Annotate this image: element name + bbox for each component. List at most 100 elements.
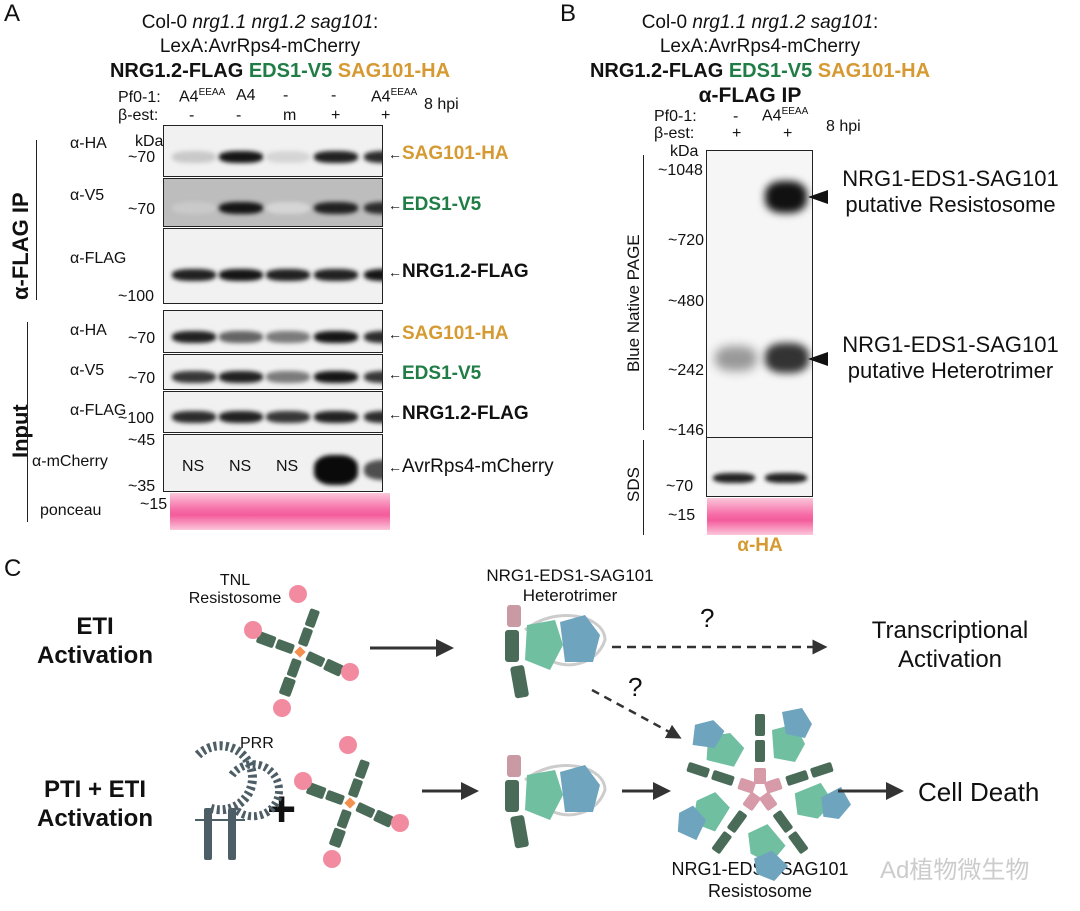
band bbox=[172, 330, 216, 343]
row-eti-label: ETI Activation bbox=[36, 613, 153, 669]
kda-label: kDa bbox=[135, 133, 164, 150]
est-label: β-est: bbox=[118, 107, 159, 124]
sds-band-lane1 bbox=[713, 473, 755, 483]
b-est-lane1: + bbox=[732, 125, 742, 142]
b-bn-line bbox=[643, 155, 644, 430]
band bbox=[364, 151, 382, 164]
b-sds-marker: ~70 bbox=[666, 478, 694, 495]
antibody-label: α-mCherry bbox=[32, 453, 108, 470]
antibody-label: α-FLAG bbox=[70, 250, 127, 267]
blue-native-blot bbox=[706, 150, 813, 438]
tnl-resistosome-label: TNL Resistosome bbox=[188, 572, 282, 607]
b-bn-label: Blue Native PAGE bbox=[624, 234, 643, 372]
band bbox=[314, 268, 358, 281]
bn-marker: ~1048 bbox=[658, 162, 703, 179]
b-kda-label: kDa bbox=[670, 143, 699, 160]
b-ponceau-strip bbox=[707, 498, 813, 535]
band bbox=[219, 370, 263, 383]
arrow-icon: ← bbox=[388, 325, 402, 342]
sds-band-lane2 bbox=[765, 473, 807, 483]
panel-b-letter: B bbox=[560, 0, 577, 27]
bn-marker: ~720 bbox=[668, 232, 705, 249]
annotation-heterotrimer: NRG1-EDS1-SAG101 putative Heterotrimer bbox=[842, 332, 1059, 383]
bn-marker: ~480 bbox=[668, 293, 705, 310]
target-label: ←EDS1-V5 bbox=[388, 363, 481, 385]
antibody-label: α-FLAG bbox=[70, 402, 127, 419]
arrow-icon: ← bbox=[388, 458, 402, 475]
band bbox=[219, 151, 263, 164]
heterotrimer-label: NRG1-EDS1-SAG101 Heterotrimer bbox=[486, 566, 654, 605]
band bbox=[266, 330, 310, 343]
pf-value: - bbox=[331, 87, 337, 104]
b-pf-lane1: - bbox=[733, 108, 739, 125]
band bbox=[266, 202, 310, 215]
b-antibody-label: α-HA bbox=[737, 535, 783, 556]
arrow-icon: ← bbox=[388, 263, 402, 280]
band bbox=[314, 455, 358, 485]
band bbox=[314, 202, 358, 215]
pf-label: Pf0-1: bbox=[118, 89, 161, 106]
band bbox=[266, 411, 310, 424]
transcriptional-activation: Transcriptional Activation bbox=[871, 617, 1029, 673]
target-name: NRG1.2-FLAG bbox=[402, 403, 529, 425]
band bbox=[219, 411, 263, 424]
band bbox=[364, 268, 382, 281]
target-label: ←SAG101-HA bbox=[388, 143, 509, 165]
panel-b-ip-label: α-FLAG IP bbox=[698, 84, 802, 107]
band bbox=[364, 411, 382, 424]
arrow-icon: ← bbox=[388, 146, 402, 163]
target-name: SAG101-HA bbox=[402, 322, 509, 344]
band bbox=[364, 460, 382, 480]
band bbox=[219, 268, 263, 281]
band bbox=[219, 330, 263, 343]
time-label: 8 hpi bbox=[424, 96, 459, 113]
pf-value: A4 bbox=[179, 88, 199, 106]
pf-superscript: EEAA bbox=[198, 87, 226, 98]
antibody-label: α-V5 bbox=[70, 362, 105, 379]
marker: ~100 bbox=[118, 410, 155, 427]
pf-lane-3: - bbox=[283, 87, 288, 105]
band bbox=[266, 370, 310, 383]
panel-a-letter: A bbox=[4, 0, 21, 27]
band bbox=[172, 411, 216, 424]
antibody-label: α-V5 bbox=[70, 186, 105, 204]
target-label: ←AvrRps4-mCherry bbox=[388, 456, 554, 478]
target-label: ←NRG1.2-FLAG bbox=[388, 261, 529, 283]
western-blot bbox=[163, 125, 383, 177]
question-mark-1: ? bbox=[700, 603, 715, 633]
pf-value: A4 bbox=[371, 88, 391, 106]
not-shown-label: NS bbox=[276, 458, 299, 475]
band bbox=[266, 151, 310, 164]
western-blot bbox=[163, 391, 383, 433]
band bbox=[314, 370, 358, 383]
b-sds-line bbox=[643, 440, 644, 535]
target-label: ←EDS1-V5 bbox=[388, 194, 481, 216]
est-lane-2: - bbox=[236, 107, 242, 124]
row-pti-eti-label: PTI + ETI Activation bbox=[36, 776, 153, 832]
annotation-resistosome: NRG1-EDS1-SAG101 putative Resistosome bbox=[842, 166, 1059, 217]
input-section-label: Input bbox=[8, 404, 33, 458]
marker: ~15 bbox=[140, 496, 168, 513]
panel-a-transgene: LexA:AvrRps4-mCherry bbox=[159, 36, 361, 57]
band bbox=[364, 202, 382, 215]
est-lane-1: - bbox=[189, 107, 195, 124]
marker: ~70 bbox=[128, 370, 156, 387]
band bbox=[172, 370, 216, 383]
target-name: SAG101-HA bbox=[402, 143, 509, 165]
target-name: EDS1-V5 bbox=[402, 362, 482, 384]
band bbox=[364, 330, 382, 343]
arrow-icon: ← bbox=[388, 406, 402, 423]
arrow-icon: ← bbox=[388, 197, 402, 214]
pf-lane-2: A4 bbox=[236, 87, 256, 105]
panel-c-diagram bbox=[194, 585, 904, 887]
antibody-label: α-HA bbox=[70, 321, 107, 339]
ponceau-strip bbox=[170, 493, 390, 530]
western-blot bbox=[163, 310, 383, 353]
b-sds-label: SDS bbox=[624, 467, 643, 502]
b-time-label: 8 hpi bbox=[826, 118, 861, 135]
est-lane-4: + bbox=[331, 107, 341, 124]
band bbox=[266, 268, 310, 281]
marker-bottom: ~35 bbox=[128, 478, 156, 495]
antibody-label: α-HA bbox=[70, 135, 107, 152]
pf-lane-1: A4EEAA bbox=[179, 87, 225, 106]
